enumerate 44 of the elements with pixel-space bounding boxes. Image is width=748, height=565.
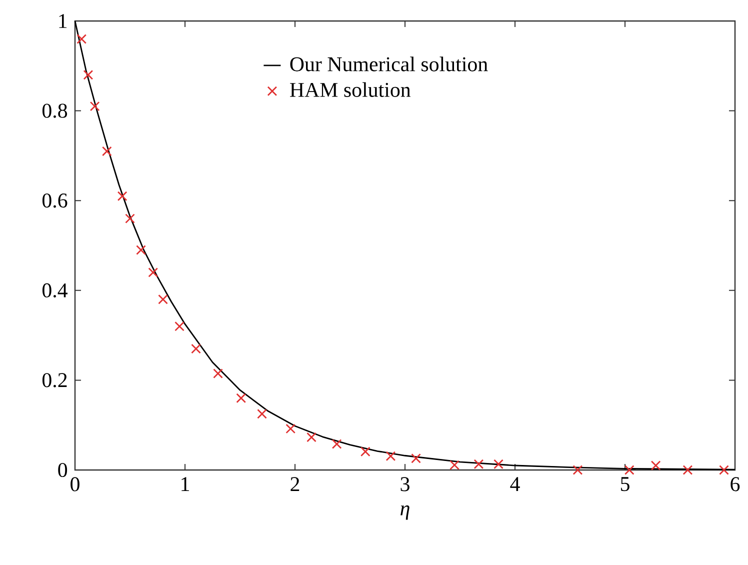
point <box>360 446 370 457</box>
point <box>174 321 184 332</box>
point <box>125 214 135 224</box>
point <box>572 465 583 475</box>
point <box>306 432 316 442</box>
x-tick-label: 2 <box>290 477 300 492</box>
legend-label: HAM solution <box>290 82 411 97</box>
x-tick-label: 3 <box>400 477 410 492</box>
point <box>158 294 168 304</box>
point <box>257 408 267 419</box>
x-tick-label: 0 <box>70 477 80 492</box>
y-tick-label: 0 <box>58 462 68 478</box>
point <box>624 465 634 475</box>
point <box>136 245 146 255</box>
x-tick-label: 5 <box>620 477 630 492</box>
point <box>386 451 396 462</box>
point <box>719 465 729 475</box>
point <box>90 101 100 112</box>
point <box>148 267 158 278</box>
point <box>450 460 460 470</box>
point <box>411 453 421 464</box>
y-tick-label: 0.2 <box>42 373 67 388</box>
point <box>286 424 296 434</box>
point <box>494 459 504 470</box>
x-tick-label: 4 <box>510 477 520 491</box>
y-tick-label: 0.8 <box>42 104 68 118</box>
point <box>76 34 87 44</box>
y-tick-label: 0.4 <box>42 283 68 298</box>
point <box>236 393 246 404</box>
point <box>102 146 112 156</box>
x-tick-label: 1 <box>182 477 189 491</box>
x-axis-title: η <box>400 505 410 520</box>
legend-label: Our Numerical solution <box>290 56 488 72</box>
point <box>474 459 484 470</box>
point <box>650 460 661 470</box>
point <box>332 439 342 449</box>
x-tick-label: 6 <box>730 477 740 492</box>
y-tick-label: 0.6 <box>42 194 68 208</box>
point <box>682 465 693 475</box>
point <box>191 344 201 354</box>
point <box>117 191 128 202</box>
point <box>83 70 94 80</box>
y-tick-label: 1 <box>59 14 67 28</box>
point <box>213 368 223 378</box>
